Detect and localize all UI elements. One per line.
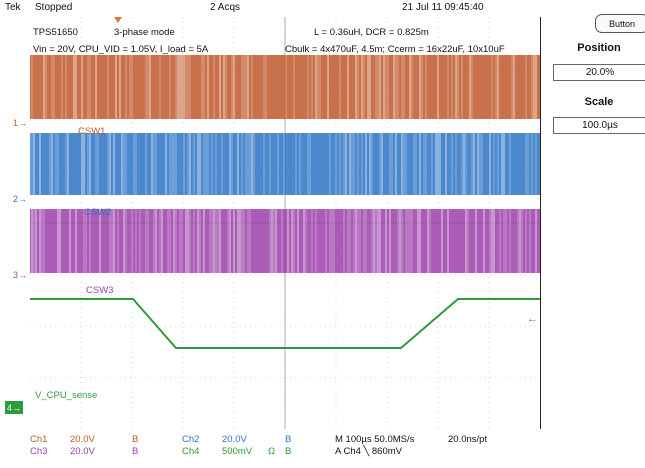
csw2-waveform-fill [30,133,540,195]
ch1-scale: 20.0V [70,434,95,445]
csw3-waveform-fill [30,209,540,273]
trace-label-csw1: CSW1 [78,126,106,137]
scale-value-field[interactable]: 100.0µs [553,117,645,134]
resolution-readout: 20.0ns/pt [448,434,488,445]
vcpu-waveform [30,298,540,349]
ch1-label: Ch1 [30,434,48,445]
ch4-marker-number: 4 [6,402,12,413]
trigger-position-icon [114,17,122,23]
ch4-impedance: Ω [268,446,276,457]
ch1-ground-marker: 1→ [13,118,28,128]
date-time: 21 Jul 11 09:45:40 [402,2,484,13]
waveform-display: TPS51650 3-phase mode Vin = 20V, CPU_VID… [29,17,541,429]
ch2-bandwidth: B [285,434,292,445]
ch2-scale: 20.0V [222,434,247,445]
ch4-ground-marker: 4 → [5,401,23,414]
csw1-waveform-fill [30,55,540,119]
ch3-label: Ch3 [30,446,48,457]
trace-label-csw3: CSW3 [86,285,114,296]
side-menu-button[interactable]: Button [595,14,645,33]
ch1-marker-number: 1 [13,118,19,128]
waveform-graticule [29,17,540,429]
scale-label: Scale [584,96,614,108]
position-value-field[interactable]: 20.0% [553,64,645,81]
device-annotation: TPS51650 [33,27,78,38]
acquisition-state: Stopped [35,2,73,13]
brand-label: Tek [5,2,21,13]
trigger-level-arrow-icon: ← [527,313,538,325]
ch3-scale: 20.0V [70,446,95,457]
ch2-ground-marker: 2→ [13,194,28,204]
trigger-readout: A Ch4 ╲ 860mV [335,446,402,457]
inductor-annotation: L = 0.36uH, DCR = 0.825m [314,27,429,38]
ch1-bandwidth: B [132,434,139,445]
trace-label-csw2: CSW2 [84,207,112,218]
ch2-label: Ch2 [182,434,200,445]
position-label: Position [577,42,621,54]
ch3-bandwidth: B [132,446,139,457]
ch4-label: Ch4 [182,446,200,457]
trace-label-vcpu: V_CPU_sense [35,390,98,401]
mode-annotation: 3-phase mode [114,27,175,38]
ch4-bandwidth: B [285,446,292,457]
ch2-marker-number: 2 [13,194,19,204]
capacitor-annotation: Cbulk = 4x470uF, 4.5m; Ccerm = 16x22uF, … [285,44,505,55]
ch3-ground-marker: 3→ [13,270,28,280]
acquisition-count: 2 Acqs [210,2,241,13]
ch4-scale: 500mV [222,446,253,457]
ch3-marker-number: 3 [13,270,19,280]
timebase-readout: M 100µs 50.0MS/s [335,434,415,445]
conditions-annotation: Vin = 20V, CPU_VID = 1.05V, I_load = 5A [33,44,209,55]
